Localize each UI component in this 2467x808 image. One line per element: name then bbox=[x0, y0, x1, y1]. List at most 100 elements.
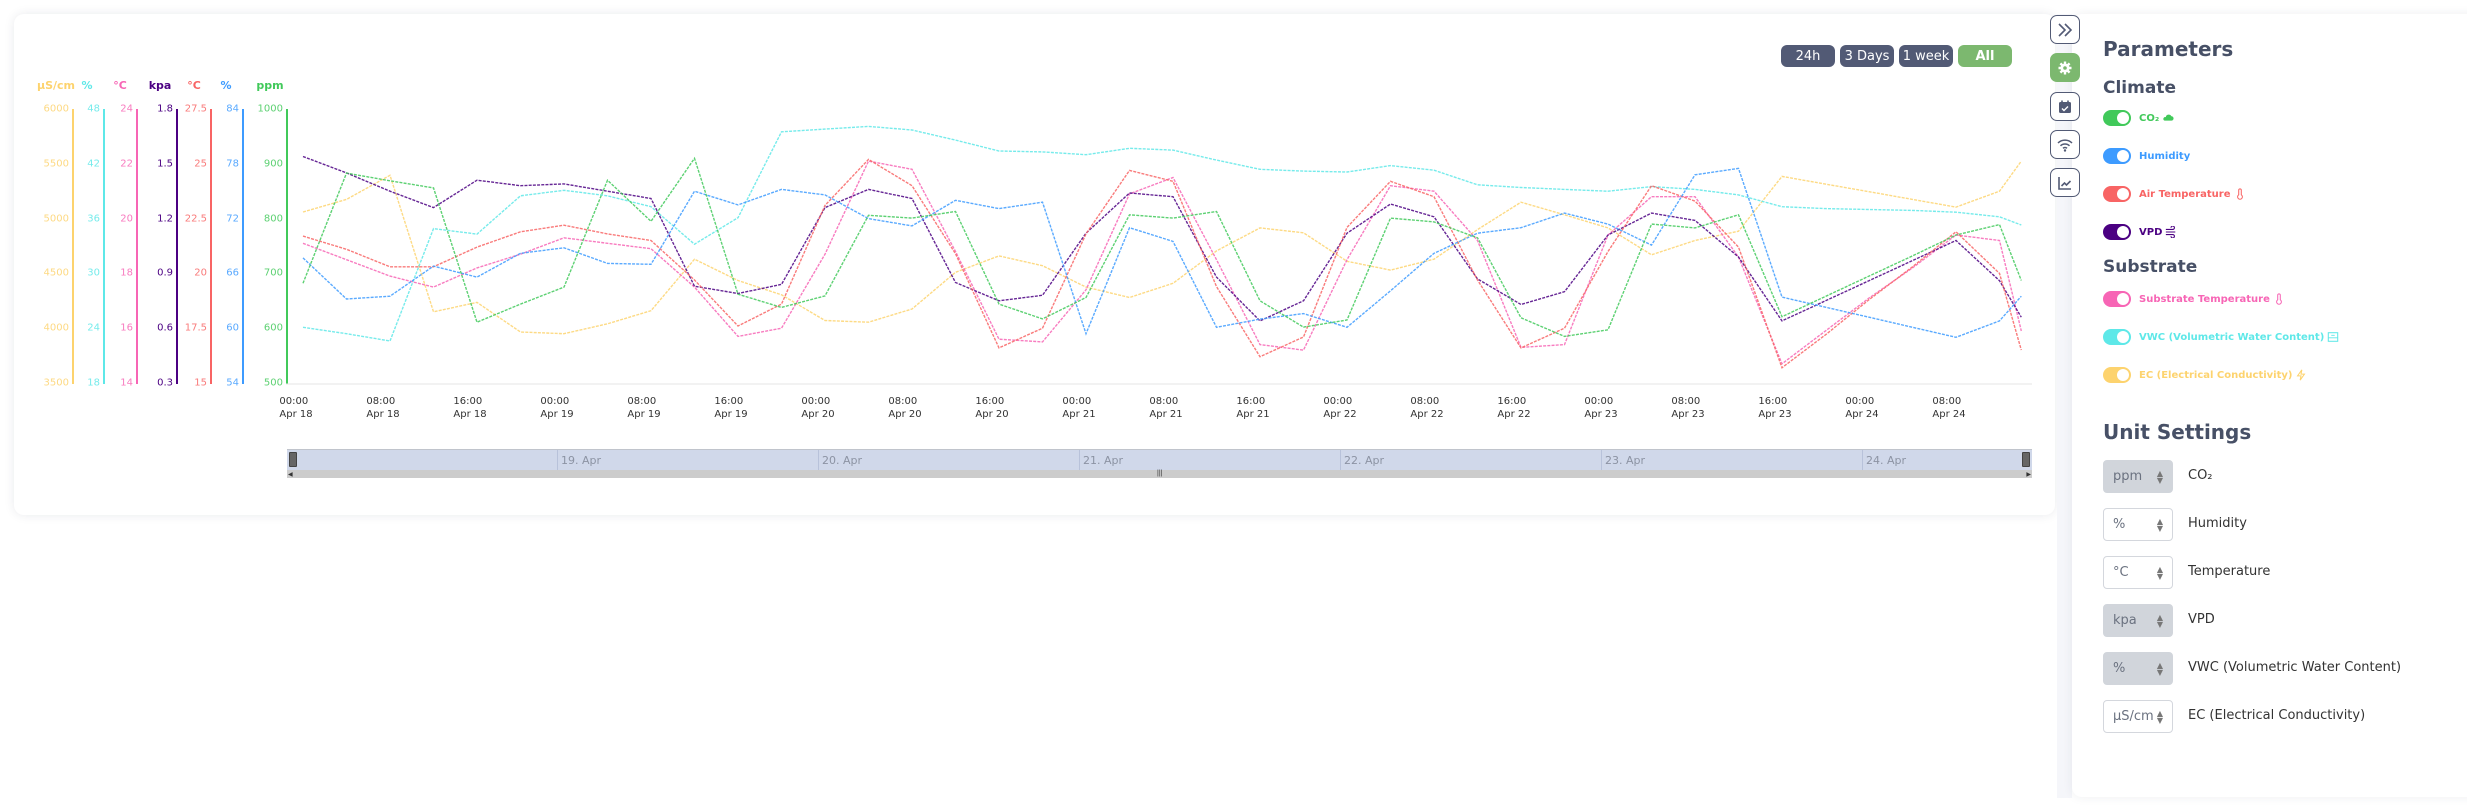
navigator-right-handle[interactable] bbox=[2022, 452, 2030, 467]
navigator-day-separator bbox=[1601, 450, 1602, 471]
scroll-right-arrow-icon[interactable]: ▶ bbox=[2026, 472, 2031, 478]
select-arrows-icon: ▲ ▼ bbox=[2156, 565, 2163, 581]
navigator-day-label: 23. Apr bbox=[1605, 454, 1646, 467]
axis-tick-label: 600 bbox=[263, 322, 283, 334]
parameter-label-text: VWC (Volumetric Water Content) bbox=[2139, 331, 2325, 343]
series-line-air_temp[interactable] bbox=[302, 158, 2022, 369]
range-24h-button[interactable]: 24h bbox=[1781, 45, 1835, 67]
axis-tick-label: 15 bbox=[194, 377, 207, 389]
parameter-toggle-row[interactable]: VPD bbox=[2103, 224, 2177, 240]
toggle-switch[interactable] bbox=[2103, 367, 2131, 383]
select-arrows-icon: ▲ ▼ bbox=[2156, 661, 2163, 677]
axis-tick-label: 27.5 bbox=[184, 103, 207, 115]
chart-view-button[interactable] bbox=[2050, 168, 2080, 197]
axis-tick-label: 0.9 bbox=[157, 267, 173, 279]
unit-select-value: ppm bbox=[2113, 469, 2143, 484]
navigator-day-label: 19. Apr bbox=[561, 454, 602, 467]
x-tick-date: Apr 20 bbox=[975, 409, 1009, 420]
x-tick-label: 00:00 Apr 21 bbox=[1062, 395, 1095, 421]
axis-line-vwc bbox=[103, 109, 105, 384]
unit-select[interactable]: µS/cm ▲ ▼ bbox=[2103, 700, 2173, 733]
toggle-switch[interactable] bbox=[2103, 329, 2131, 345]
x-tick-label: 16:00 Apr 23 bbox=[1758, 395, 1791, 421]
x-tick-label: 16:00 Apr 20 bbox=[975, 395, 1008, 421]
select-arrows-icon: ▲ ▼ bbox=[2156, 517, 2163, 533]
parameter-toggle-row[interactable]: Substrate Temperature bbox=[2103, 291, 2285, 307]
box-icon bbox=[2328, 332, 2339, 342]
parameter-label: Substrate Temperature bbox=[2139, 293, 2285, 305]
parameter-toggle-row[interactable]: EC (Electrical Conductivity) bbox=[2103, 367, 2307, 383]
unit-select[interactable]: kpa ▲ ▼ bbox=[2103, 604, 2173, 637]
axis-tick-label: 4500 bbox=[43, 267, 69, 279]
x-tick-label: 08:00 Apr 24 bbox=[1932, 395, 1965, 421]
axis-tick-label: 1.2 bbox=[157, 213, 173, 225]
calendar-button[interactable] bbox=[2050, 92, 2080, 121]
x-tick-date: Apr 18 bbox=[366, 409, 400, 420]
x-tick-date: Apr 19 bbox=[540, 409, 574, 420]
parameter-toggle-row[interactable]: Humidity bbox=[2103, 148, 2205, 164]
series-line-ec[interactable] bbox=[302, 160, 2022, 335]
scroll-left-arrow-icon[interactable]: ◀ bbox=[288, 472, 293, 478]
axis-tick-label: 20 bbox=[120, 213, 133, 225]
x-tick-time: 08:00 bbox=[1410, 396, 1440, 407]
parameter-toggle-row[interactable]: Air Temperature bbox=[2103, 186, 2246, 202]
x-tick-label: 08:00 Apr 22 bbox=[1410, 395, 1443, 421]
navigator[interactable]: 19. Apr 20. Apr 21. Apr 22. Apr 23. Apr 24. A… bbox=[287, 449, 2032, 471]
x-tick-time: 16:00 bbox=[1758, 396, 1788, 407]
toggle-switch[interactable] bbox=[2103, 291, 2131, 307]
parameter-label: EC (Electrical Conductivity) bbox=[2139, 369, 2307, 381]
navigator-left-handle[interactable] bbox=[289, 452, 297, 467]
unit-select[interactable]: ppm ▲ ▼ bbox=[2103, 460, 2173, 493]
x-tick-time: 00:00 bbox=[1062, 396, 1092, 407]
x-tick-label: 00:00 Apr 22 bbox=[1323, 395, 1356, 421]
collapse-panel-button[interactable] bbox=[2050, 15, 2080, 44]
navigator-day-label: 24. Apr bbox=[1866, 454, 1907, 467]
x-tick-label: 00:00 Apr 18 bbox=[279, 395, 312, 421]
x-tick-label: 00:00 Apr 24 bbox=[1845, 395, 1878, 421]
x-tick-time: 08:00 bbox=[366, 396, 396, 407]
x-tick-time: 08:00 bbox=[627, 396, 657, 407]
series-line-vpd[interactable] bbox=[302, 155, 2022, 322]
range-all-button[interactable]: All bbox=[1958, 45, 2012, 67]
parameter-toggle-row[interactable]: VWC (Volumetric Water Content) bbox=[2103, 329, 2339, 345]
series-line-substrate_temp[interactable] bbox=[302, 160, 2022, 365]
series-line-vwc[interactable] bbox=[302, 125, 2022, 342]
bolt-icon bbox=[2297, 369, 2306, 381]
axis-tick-label: 48 bbox=[87, 103, 100, 115]
unit-select[interactable]: % ▲ ▼ bbox=[2103, 508, 2173, 541]
navigator-scrollbar[interactable]: ◀ ||| ▶ bbox=[287, 470, 2032, 478]
x-tick-label: 08:00 Apr 23 bbox=[1671, 395, 1704, 421]
axis-unit-co2: ppm bbox=[256, 79, 284, 92]
navigator-day-label: 21. Apr bbox=[1083, 454, 1124, 467]
axis-line-co2 bbox=[286, 109, 288, 384]
scroll-grip-icon[interactable]: ||| bbox=[1157, 470, 1163, 477]
toggle-switch[interactable] bbox=[2103, 224, 2131, 240]
x-tick-date: Apr 18 bbox=[279, 409, 313, 420]
cloud-icon bbox=[2163, 114, 2174, 121]
x-tick-label: 08:00 Apr 19 bbox=[627, 395, 660, 421]
unit-select[interactable]: % ▲ ▼ bbox=[2103, 652, 2173, 685]
series-line-co2[interactable] bbox=[302, 156, 2022, 338]
toggle-switch[interactable] bbox=[2103, 186, 2131, 202]
series-line-humidity[interactable] bbox=[302, 167, 2022, 339]
range-3-days-button[interactable]: 3 Days bbox=[1840, 45, 1894, 67]
navigator-day-label: 22. Apr bbox=[1344, 454, 1385, 467]
navigator-day-separator bbox=[1340, 450, 1341, 471]
x-tick-time: 16:00 bbox=[1497, 396, 1527, 407]
axis-tick-label: 30 bbox=[87, 267, 100, 279]
toggle-switch[interactable] bbox=[2103, 110, 2131, 126]
axis-tick-label: 6000 bbox=[43, 103, 69, 115]
x-tick-time: 00:00 bbox=[1323, 396, 1353, 407]
range-1-week-button[interactable]: 1 week bbox=[1899, 45, 1953, 67]
unit-select[interactable]: °C ▲ ▼ bbox=[2103, 556, 2173, 589]
parameter-toggle-row[interactable]: CO₂ bbox=[2103, 110, 2174, 126]
climate-title: Climate bbox=[2103, 78, 2176, 98]
axis-tick-label: 60 bbox=[226, 322, 239, 334]
connectivity-button[interactable] bbox=[2050, 130, 2080, 159]
toggle-switch[interactable] bbox=[2103, 148, 2131, 164]
settings-button[interactable] bbox=[2050, 53, 2080, 82]
axis-unit-humidity: % bbox=[220, 79, 232, 92]
wind-icon bbox=[2166, 226, 2176, 238]
x-tick-date: Apr 22 bbox=[1410, 409, 1444, 420]
chart-line-icon bbox=[2058, 176, 2072, 190]
